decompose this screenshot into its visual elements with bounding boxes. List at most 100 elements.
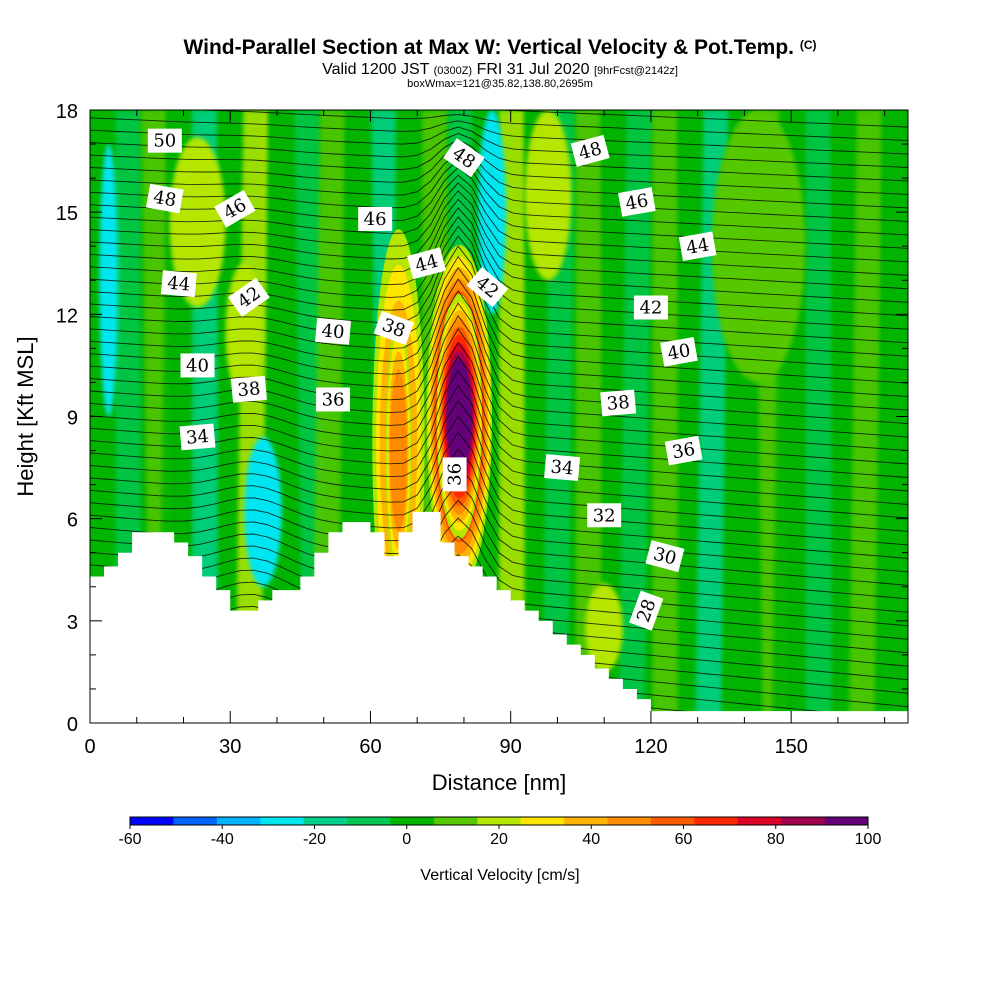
colorbar-swatch <box>824 817 869 825</box>
theta-contour-line <box>90 431 908 559</box>
y-tick-label: 0 <box>67 714 78 736</box>
contour-label-text: 36 <box>322 389 345 410</box>
contour-label: 44 <box>160 270 197 298</box>
theta-contour-line <box>90 355 908 492</box>
theta-contour-line <box>90 225 908 344</box>
theta-contour-line <box>90 117 908 155</box>
contour-label-box <box>544 454 581 482</box>
contour-label-text: 32 <box>593 505 616 526</box>
contour-label-box <box>358 206 393 231</box>
theta-contour-line <box>90 517 908 627</box>
contour-label: 32 <box>587 503 622 528</box>
colorbar-tick-label: -60 <box>118 831 141 848</box>
contour-label-text: 40 <box>666 340 692 365</box>
theta-contour-line <box>90 499 908 613</box>
colorbar-tick-label: -20 <box>303 831 326 848</box>
theta-contour-line <box>90 400 908 532</box>
contour-label-text: 34 <box>185 426 210 449</box>
contour-label-text: 48 <box>152 187 178 212</box>
theta-contour-line <box>90 341 908 478</box>
contour-label-text: 40 <box>186 355 209 376</box>
velocity-stripe <box>268 110 295 723</box>
y-tick-label: 18 <box>56 101 78 123</box>
colorbar-tick-label: 80 <box>767 831 785 848</box>
theta-contour-line <box>90 198 908 303</box>
velocity-cell <box>446 359 472 474</box>
contour-label-box <box>660 337 698 367</box>
contour-label-box <box>214 189 256 228</box>
x-tick-label: 30 <box>219 736 241 758</box>
contour-label-text: 42 <box>639 298 662 319</box>
contour-label-box <box>147 128 182 153</box>
contour-label-box <box>633 295 668 320</box>
contour-label-box <box>407 247 447 280</box>
theta-contour-line <box>90 207 908 317</box>
theta-contour-line <box>488 110 908 128</box>
contour-label-text: 38 <box>237 378 262 401</box>
contour-label-text: 38 <box>606 392 631 415</box>
colorbar-tick-label: -40 <box>211 831 234 848</box>
contour-label: 34 <box>544 454 581 482</box>
contour-label-box <box>145 183 184 214</box>
theta-contour-line <box>90 290 908 425</box>
velocity-cell <box>711 110 806 383</box>
contour-label-box <box>442 457 467 492</box>
y-tick-label: 12 <box>56 305 78 327</box>
theta-contour-line <box>90 482 908 600</box>
colorbar-swatch <box>216 817 261 825</box>
colorbar-swatch <box>564 817 609 825</box>
colorbar-swatch <box>520 817 565 825</box>
colorbar-swatch <box>433 817 478 825</box>
theta-contour-line <box>90 314 908 452</box>
terrain-mask <box>90 511 908 723</box>
contour-label-box <box>466 266 509 308</box>
y-tick-label: 9 <box>67 408 78 430</box>
contour-label-box <box>179 423 216 451</box>
velocity-stripe <box>882 110 908 723</box>
contour-label: 46 <box>358 206 393 231</box>
velocity-stripe <box>805 110 832 723</box>
contour-label-box <box>373 310 414 346</box>
contour-label-text: 40 <box>321 320 346 343</box>
theta-contour-line <box>90 448 908 573</box>
contour-label-box <box>228 277 270 317</box>
velocity-cell <box>169 137 226 308</box>
contour-label-text: 50 <box>153 131 176 152</box>
contour-label-box <box>570 134 610 167</box>
colorbar-swatch <box>781 817 826 825</box>
contour-label-box <box>629 590 664 631</box>
colorbar-swatch <box>607 817 652 825</box>
velocity-stripe <box>499 110 525 723</box>
y-axis-label: Height [Kft MSL] <box>13 336 38 496</box>
contour-label-box <box>443 138 485 178</box>
chart-subtitle-box-wmax: boxWmax=121@35.82,138.80,2695m <box>407 78 593 90</box>
contour-label-box <box>230 375 267 403</box>
theta-contour-line <box>189 110 908 141</box>
contour-label: 40 <box>660 337 698 367</box>
contour-label-text: 44 <box>685 234 711 259</box>
colorbar-swatch <box>650 817 695 825</box>
theta-contour-line <box>90 266 908 398</box>
colorbar-swatch <box>260 817 305 825</box>
contour-label-box <box>160 270 197 298</box>
velocity-stripe <box>848 110 883 723</box>
contour-label: 48 <box>570 134 610 167</box>
theta-contour-line <box>90 152 908 222</box>
colorbar-swatch <box>390 817 435 825</box>
colorbar-swatch <box>303 817 348 825</box>
colorbar-swatch <box>130 817 174 825</box>
contour-label-box <box>678 231 717 261</box>
colorbar-swatch <box>347 817 391 825</box>
x-tick-label: 60 <box>359 736 381 758</box>
contour-label-text: 36 <box>671 439 697 464</box>
theta-contour-line <box>90 235 908 357</box>
theta-contour-line <box>90 190 908 290</box>
velocity-stripe <box>575 110 602 723</box>
theta-contour-line <box>90 139 908 195</box>
x-tick-label: 150 <box>774 736 807 758</box>
colorbar-swatch <box>737 817 782 825</box>
x-tick-label: 0 <box>84 736 95 758</box>
